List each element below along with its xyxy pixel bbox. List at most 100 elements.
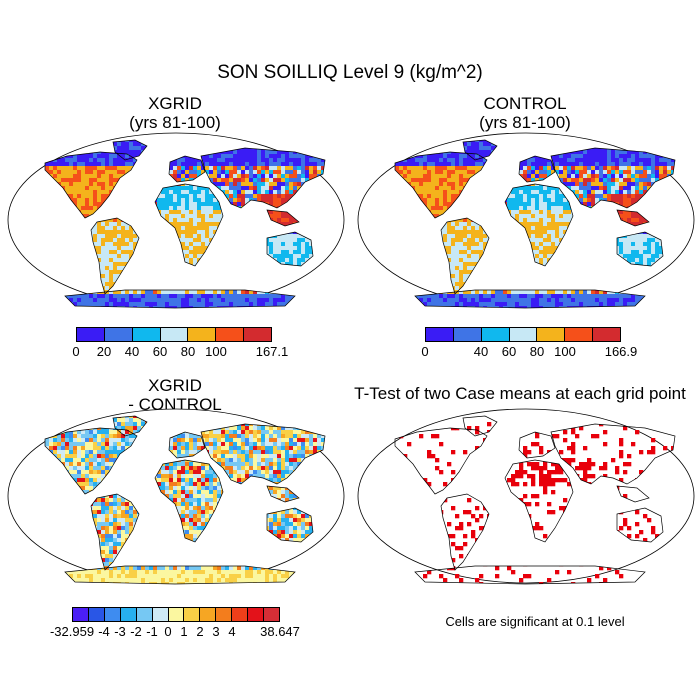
coastline-samerica xyxy=(90,217,140,295)
coastline-australia xyxy=(616,231,664,267)
colorbar-cell xyxy=(453,328,482,341)
coastline-antarctica xyxy=(414,565,646,585)
colorbar-tick-label: 38.647 xyxy=(260,624,300,639)
panel-title-control: CONTROL (yrs 81-100) xyxy=(375,94,675,132)
coastline-namerica xyxy=(44,151,138,219)
coastline-europe xyxy=(168,155,206,183)
colorbar-cell xyxy=(537,328,566,341)
map-diff xyxy=(7,408,345,585)
coastline-seasia xyxy=(616,485,650,503)
coastline-antarctica xyxy=(414,289,646,309)
coastline-africa xyxy=(154,459,224,543)
coastline-namerica xyxy=(394,427,488,495)
coastline-africa xyxy=(504,183,574,267)
colorbar-cell xyxy=(132,328,161,341)
colorbar-tick-label: -2 xyxy=(130,624,142,639)
coastline-europe xyxy=(518,431,556,459)
coastline-samerica xyxy=(440,493,490,571)
panel-title-line2: - CONTROL xyxy=(128,395,222,414)
colorbar-cell xyxy=(248,608,265,621)
colorbar-cell xyxy=(264,608,279,621)
map-xgrid xyxy=(7,132,345,309)
panel-title-line1: CONTROL xyxy=(483,94,567,113)
coastline-asia xyxy=(200,423,326,485)
panel-title-line2: (yrs 81-100) xyxy=(129,113,221,132)
colorbar-cell xyxy=(509,328,538,341)
panel-title-line1: XGRID xyxy=(148,376,202,395)
colorbar-tick-label: 100 xyxy=(205,344,227,359)
colorbar-cell xyxy=(136,608,153,621)
panel-title-xgrid: XGRID (yrs 81-100) xyxy=(25,94,325,132)
coastline-asia xyxy=(200,147,326,209)
coastline-greenland xyxy=(112,139,148,161)
main-title: SON SOILLIQ Level 9 (kg/m^2) xyxy=(217,62,483,83)
coastline-antarctica xyxy=(64,565,296,585)
colorbar-cell xyxy=(120,608,137,621)
colorbar-tick-label: 3 xyxy=(212,624,220,639)
colorbar-tick-label: -3 xyxy=(114,624,126,639)
coastline-africa xyxy=(154,183,224,267)
colorbar-tick-label: 40 xyxy=(473,344,489,359)
colorbar-tick-label: 4 xyxy=(228,624,236,639)
panel-title-ttest: T-Test of two Case means at each grid po… xyxy=(340,384,700,403)
colorbar-cell xyxy=(426,328,454,341)
colorbar-tick-label: -32.959 xyxy=(49,624,95,639)
panel-title-diff: XGRID - CONTROL xyxy=(25,376,325,414)
colorbar-tick-label: 20 xyxy=(96,344,112,359)
coastline-europe xyxy=(518,155,556,183)
coastline-africa xyxy=(504,459,574,543)
panel-title-line2: (yrs 81-100) xyxy=(479,113,571,132)
colorbar-cell xyxy=(216,328,245,341)
coastline-australia xyxy=(266,231,314,267)
coastline-namerica xyxy=(394,151,488,219)
coastline-antarctica xyxy=(64,289,296,309)
colorbar-cell xyxy=(593,328,621,341)
coastline-seasia xyxy=(266,209,300,227)
colorbar-tick-label: 1 xyxy=(180,624,188,639)
colorbar-tick-label: -4 xyxy=(98,624,110,639)
colorbar-cell xyxy=(152,608,169,621)
coastline-samerica xyxy=(90,493,140,571)
colorbar-cell xyxy=(160,328,189,341)
colorbar-cell xyxy=(565,328,594,341)
colorbar-tick-label: 166.9 xyxy=(604,344,638,359)
panel-title-line1: XGRID xyxy=(148,94,202,113)
colorbar-cell xyxy=(88,608,105,621)
colorbar-tick-label: 100 xyxy=(554,344,576,359)
colorbar-cell xyxy=(104,608,121,621)
colorbar-cell xyxy=(481,328,510,341)
coastline-australia xyxy=(616,507,664,543)
colorbar-tick-label: 0 xyxy=(72,344,80,359)
colorbar-tick-label: 0 xyxy=(421,344,429,359)
colorbar-cell xyxy=(73,608,89,621)
coastline-seasia xyxy=(616,209,650,227)
coastline-namerica xyxy=(44,427,138,495)
coastline-europe xyxy=(168,431,206,459)
colorbar-cell xyxy=(188,328,217,341)
colorbar-control xyxy=(425,327,621,342)
coastline-greenland xyxy=(112,415,148,437)
colorbar-cell xyxy=(104,328,133,341)
colorbar-cell xyxy=(244,328,272,341)
colorbar-tick-label: 0 xyxy=(164,624,172,639)
colorbar-cell xyxy=(184,608,201,621)
colorbar-cell xyxy=(200,608,217,621)
colorbar-tick-label: 60 xyxy=(152,344,168,359)
colorbar-diff xyxy=(72,607,280,622)
panel-title-line1: T-Test of two Case means at each grid po… xyxy=(354,384,686,403)
colorbar-tick-label: 80 xyxy=(180,344,196,359)
map-ttest xyxy=(357,408,695,585)
coastline-greenland xyxy=(462,139,498,161)
coastline-samerica xyxy=(440,217,490,295)
colorbar-tick-label: 80 xyxy=(529,344,545,359)
colorbar-tick-label: -1 xyxy=(146,624,158,639)
colorbar-cell xyxy=(216,608,233,621)
colorbar-tick-label: 167.1 xyxy=(255,344,289,359)
colorbar-cell xyxy=(232,608,249,621)
significance-note: Cells are significant at 0.1 level xyxy=(445,614,625,629)
coastline-asia xyxy=(550,147,676,209)
colorbar-cell xyxy=(77,328,105,341)
map-control xyxy=(357,132,695,309)
colorbar-xgrid xyxy=(76,327,272,342)
colorbar-tick-label: 40 xyxy=(124,344,140,359)
